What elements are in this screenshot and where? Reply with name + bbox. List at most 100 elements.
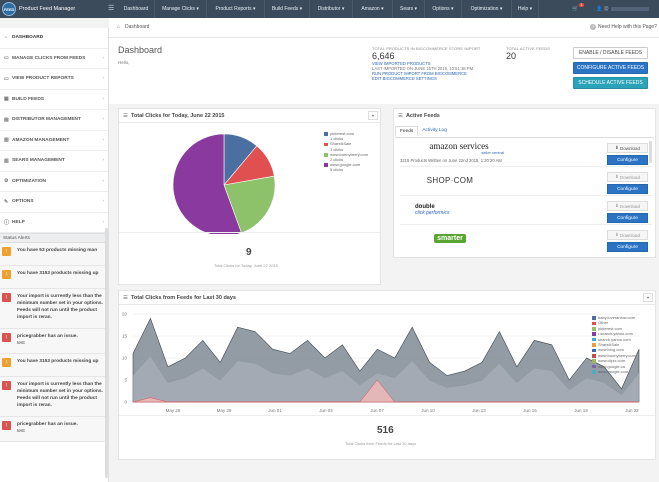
nav-product-reports[interactable]: Product Reports ▾ (206, 0, 264, 18)
area-legend-item: www.bunnyberry.com (592, 353, 654, 358)
x-tick-label: Jun 19 (574, 408, 588, 413)
download-icon: ⬇ (614, 232, 620, 237)
chevron-right-icon: › (102, 199, 104, 205)
pie-slice-3[interactable] (172, 133, 242, 234)
chevron-down-icon[interactable]: ▾ (368, 111, 378, 120)
info-icon: ⓘ (4, 219, 10, 226)
home-icon[interactable]: ⌂ (117, 24, 121, 30)
warning-icon: ! (2, 270, 11, 279)
page-title: Dashboard (118, 45, 163, 55)
sidebar-item-optimization[interactable]: ⚙ OPTIMIZATION › (0, 172, 108, 192)
area-legend-item: ShareASale (592, 342, 654, 347)
pie-slice-2[interactable] (223, 175, 276, 234)
list-icon: ▭ (4, 55, 9, 62)
app-title: Product Feed Manager (19, 6, 76, 12)
area-legend-item: www.bing.com (592, 347, 654, 352)
smarter-logo: smarter (415, 230, 485, 247)
enable-disable-feeds-button[interactable]: ENABLE / DISABLE FEEDS (573, 47, 648, 59)
status-alert[interactable]: ! You have 53 products missing man (0, 243, 108, 266)
configure-button[interactable]: Configure (607, 213, 648, 223)
doubleclick-logo: double click performics (415, 203, 450, 216)
sidebar-scrollbar[interactable] (105, 228, 108, 478)
nav-manage-clicks[interactable]: Manage Clicks ▾ (154, 0, 206, 18)
x-tick-label: Jun 07 (370, 408, 384, 413)
view-imported-link[interactable]: VIEW IMPORTED PRODUCTS (372, 61, 431, 66)
dashboard-header: Dashboard Hello, TOTAL PRODUCTS IN BIGCO… (109, 38, 659, 104)
sidebar-item-amazon[interactable]: ▥ AMAZON MANAGEMENT › (0, 131, 108, 151)
nav-build-feeds[interactable]: Build Feeds ▾ (264, 0, 309, 18)
notifications-button[interactable]: 🛒 1 (572, 0, 586, 18)
tab-feeds[interactable]: Feeds (395, 126, 419, 136)
nav-distributor[interactable]: Distributor ▾ (309, 0, 352, 18)
active-feeds-title: Active Feeds (405, 113, 440, 119)
status-alert[interactable]: ! You have 3153 products missing up (0, 266, 108, 289)
download-button[interactable]: ⬇ Download (607, 230, 648, 240)
active-feeds-value: 20 (506, 51, 517, 61)
breadcrumb[interactable]: Dashboard (125, 24, 150, 30)
question-icon: ? (590, 24, 596, 30)
sidebar: ◔ DASHBOARD ▭ MANAGE CLICKS FROM FEEDS › ▭ V… (0, 28, 109, 482)
last30-total-label: Total Clicks from Feeds for Last 30 days (345, 441, 417, 446)
user-menu[interactable]: 👤 @ (596, 0, 649, 18)
status-alert[interactable]: ! Your import is currently less than the… (0, 289, 108, 329)
status-alert[interactable]: ! You have 3153 products missing up (0, 354, 108, 377)
nav-amazon[interactable]: Amazon ▾ (352, 0, 392, 18)
x-tick-label: May 29 (217, 408, 232, 413)
error-icon: ! (2, 333, 11, 342)
area-legend-item: Other (592, 320, 654, 325)
nav-dashboard[interactable]: Dashboard (123, 6, 149, 12)
monitor-icon: ▭ (4, 75, 9, 82)
area-series-other[interactable] (132, 379, 639, 403)
y-tick-label: 20 (122, 312, 128, 317)
nav-options[interactable]: Options ▾ (424, 0, 461, 18)
status-alert[interactable]: ! Your import is currently less than the… (0, 377, 108, 417)
feeds-scrollbar[interactable] (649, 141, 652, 163)
tab-activity-log[interactable]: Activity Log (422, 128, 447, 133)
total-products-label: TOTAL PRODUCTS IN BIGCOMMERCE STORE IMPO… (372, 46, 481, 51)
schedule-active-feeds-button[interactable]: SCHEDULE ACTIVE FEEDS (573, 77, 648, 89)
help-link[interactable]: ? Need Help with this Page? (590, 24, 657, 30)
list-icon: ☰ (398, 113, 403, 119)
store-icon: ▥ (4, 157, 9, 164)
sidebar-item-sears[interactable]: ▥ SEARS MANAGEMENT › (0, 151, 108, 172)
download-button[interactable]: ⬇ Download (607, 172, 648, 182)
sidebar-item-product-reports[interactable]: ▭ VIEW PRODUCT REPORTS › (0, 69, 108, 90)
top-navbar: FEED Product Feed Manager ☰ Dashboard Ma… (0, 0, 659, 18)
sidebar-item-dashboard[interactable]: ◔ DASHBOARD (0, 28, 108, 49)
y-tick-label: 10 (122, 356, 128, 361)
sidebar-item-distributor[interactable]: ▤ DISTRIBUTOR MANAGEMENT › (0, 110, 108, 131)
configure-active-feeds-button[interactable]: CONFIGURE ACTIVE FEEDS (573, 62, 648, 74)
x-tick-label: Jun 04 (319, 408, 333, 413)
app-logo[interactable]: FEED Product Feed Manager (2, 1, 108, 17)
sidebar-item-options[interactable]: ✎ OPTIONS › (0, 192, 108, 213)
chevron-right-icon: › (102, 137, 104, 143)
pie-legend: pinterest.com 1 clicks ShareASale 1 clicks w… (324, 131, 380, 173)
area-legend-item: www.clipix.com (592, 358, 654, 363)
chevron-down-icon[interactable]: ▾ (643, 293, 653, 302)
run-import-link[interactable]: RUN PRODUCT IMPORT FROM BIGCOMMERCE (372, 71, 467, 76)
nav-help[interactable]: Help ▾ (511, 0, 539, 18)
status-alert[interactable]: ! pricegrabber has an issue. test (0, 329, 108, 354)
edit-settings-link[interactable]: EDIT BIGCOMMERCE SETTINGS (372, 76, 437, 81)
x-tick-label: Jun 22 (625, 408, 639, 413)
nav-optimization[interactable]: Optimization ▾ (461, 0, 511, 18)
configure-button[interactable]: Configure (607, 155, 648, 165)
last30-total: 516 (377, 425, 394, 436)
chevron-right-icon: › (102, 96, 104, 102)
configure-button[interactable]: Configure (607, 184, 648, 194)
user-label: @ (603, 6, 609, 12)
breadcrumb-bar: ⌂ Dashboard ? Need Help with this Page? (109, 18, 659, 38)
area-series-lower[interactable] (132, 355, 640, 403)
sidebar-item-help[interactable]: ⓘ HELP › (0, 213, 108, 233)
user-icon: 👤 (596, 6, 603, 12)
status-alert[interactable]: ! pricegrabber has an issue. test (0, 417, 108, 442)
sidebar-item-manage-clicks[interactable]: ▭ MANAGE CLICKS FROM FEEDS › (0, 49, 108, 69)
hamburger-icon[interactable]: ☰ (108, 5, 115, 12)
error-icon: ! (2, 293, 11, 302)
nav-sears[interactable]: Sears ▾ (392, 0, 424, 18)
active-feeds-label: TOTAL ACTIVE FEEDS (506, 46, 550, 51)
sidebar-item-build-feeds[interactable]: ▦ BUILD FEEDS › (0, 90, 108, 110)
download-button[interactable]: ⬇ Download (607, 201, 648, 211)
configure-button[interactable]: Configure (607, 242, 648, 252)
download-button[interactable]: ⬇ Download (607, 143, 648, 153)
